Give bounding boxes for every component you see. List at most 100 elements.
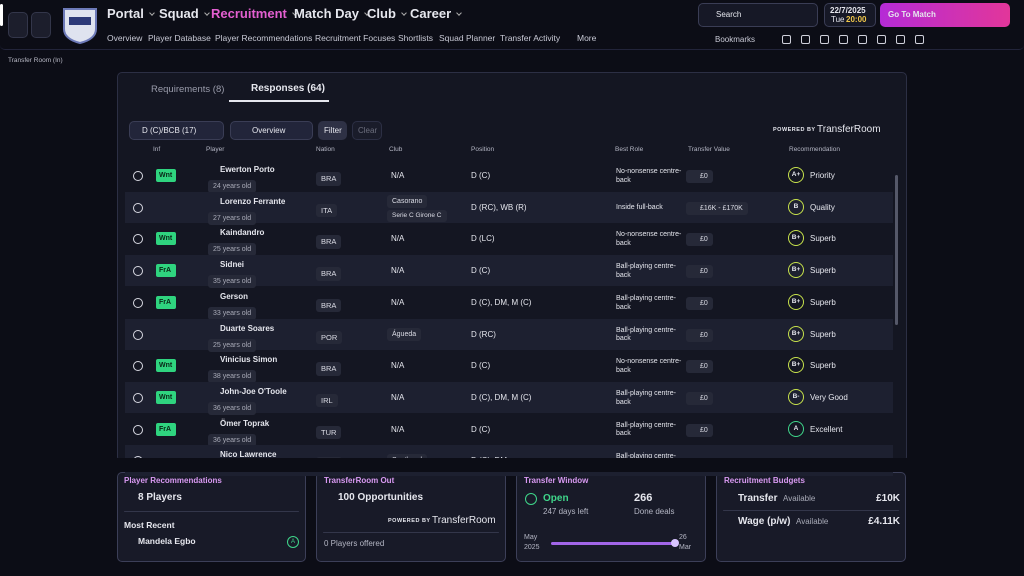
clear-button[interactable]: Clear [358,126,378,135]
nation: BRA [316,172,342,186]
nation: BRA [316,362,342,376]
available: Available [796,517,829,526]
grade-circle [788,230,804,247]
budget-label: Transfer [738,493,778,504]
club-league: Serie C Girone C [387,209,447,223]
divider [723,510,899,511]
back-button[interactable] [8,12,28,38]
brand: TransferRoom [432,515,496,526]
player-age: 36 years old [208,401,257,415]
brand: TransferRoom [817,124,881,135]
inf-label: Wnt [159,362,173,370]
tab[interactable]: Requirements (8) [151,84,225,95]
grade-circle [788,357,804,374]
divider [323,532,499,533]
toolbar-icon [782,35,791,44]
radio-button [133,202,143,213]
player-count: 8 Players [138,492,182,503]
time: 20:00 [846,15,867,24]
menu-item[interactable]: Squad [159,6,199,21]
filter-button[interactable] [318,121,347,140]
radio-button [133,361,143,372]
grade: A+ [791,171,801,178]
nation: BRA [316,267,342,281]
transfer-value: £0 [686,360,713,374]
forward-button[interactable] [31,12,51,38]
menu-item[interactable]: Recruitment [211,6,287,21]
club: N/A [391,392,405,402]
player-age: 27 years old [208,211,257,225]
bookmarks-button[interactable]: Bookmarks [715,35,756,44]
card-title: Transfer Window [524,476,589,485]
club: Casorano [387,194,428,208]
menu-item[interactable]: Club [367,6,396,21]
start-month: May [524,534,538,541]
divider [124,511,299,512]
recommendation: Superb [810,297,836,307]
go-to-match-button[interactable]: Go To Match [888,10,936,19]
position: D (C) [471,424,491,434]
menu-subitem[interactable]: Overview [107,33,143,43]
menu-subitem[interactable]: Shortlists [398,33,433,43]
budget-label: Wage (p/w) [738,516,791,527]
menu-item[interactable]: Portal [107,6,144,21]
menu-subitem[interactable]: Player Recommendations [215,33,313,43]
menu-subitem[interactable]: More [577,33,597,43]
inf-label: FrA [159,267,172,275]
view-dropdown-label: Overview [252,126,286,135]
inf-badge [156,422,176,436]
best-role: No-nonsense centre-back [616,358,682,374]
club: N/A [391,171,405,180]
radio-button [133,234,143,245]
best-role: Ball-playing centre-back [616,421,676,438]
menu-subitem[interactable]: Player Database [148,33,211,43]
menu-item[interactable]: Career [410,6,452,21]
grade-circle [788,167,804,183]
grade-circle [788,388,804,405]
card-title: TransferRoom Out [324,476,395,485]
player-name: Ewerton Porto [220,165,275,174]
player-age: 25 years old [208,243,257,257]
filter-button[interactable]: Filter [324,126,342,135]
position: D (LC) [471,234,495,244]
column-header: Transfer Value [688,146,730,153]
card [117,472,306,562]
grade-circle [287,536,299,548]
inf-label: FrA [159,425,172,433]
scrollbar [895,175,898,325]
view-dropdown[interactable] [230,121,313,140]
requirement-dropdown[interactable] [129,121,224,140]
transfer-value: £0 [686,265,713,279]
toolbar-icon [801,35,810,44]
date: 22/7/2025 [830,6,866,15]
player-age: 25 years old [208,338,257,352]
club: N/A [391,424,405,434]
status: Open [543,493,569,504]
inf-label: Wnt [159,172,173,179]
menu-subitem[interactable]: Transfer Activity [500,33,561,43]
deals: 266 [634,492,653,504]
menu-item[interactable]: Match Day [294,6,360,21]
club: N/A [391,297,405,307]
menu-subitem[interactable]: Recruitment Focuses [315,33,396,43]
club: Águeda [387,327,422,341]
menu-subitem[interactable]: Squad Planner [439,33,496,43]
transfer-value: £0 [686,423,713,437]
inf-badge [156,264,176,278]
column-header: Inf [153,146,161,153]
transfer-value: £0 [686,233,713,247]
breadcrumb: Transfer Room (In) [8,57,63,64]
search-group[interactable] [698,3,818,27]
go-to-match-button[interactable] [880,3,1010,27]
search-button[interactable]: Search [716,10,742,19]
progress-knob [671,539,679,547]
clear-button[interactable] [352,121,382,140]
inf-badge [156,359,176,373]
opportunities: 100 Opportunities [338,492,424,503]
players-offered: 0 Players offered [324,539,385,548]
position: D (C), DM, M (C) [471,392,532,402]
transfer-value: £16K - £170K [686,201,748,215]
grade: A [290,539,295,545]
grade-circle [788,293,804,310]
tab[interactable]: Responses (64) [251,83,325,94]
